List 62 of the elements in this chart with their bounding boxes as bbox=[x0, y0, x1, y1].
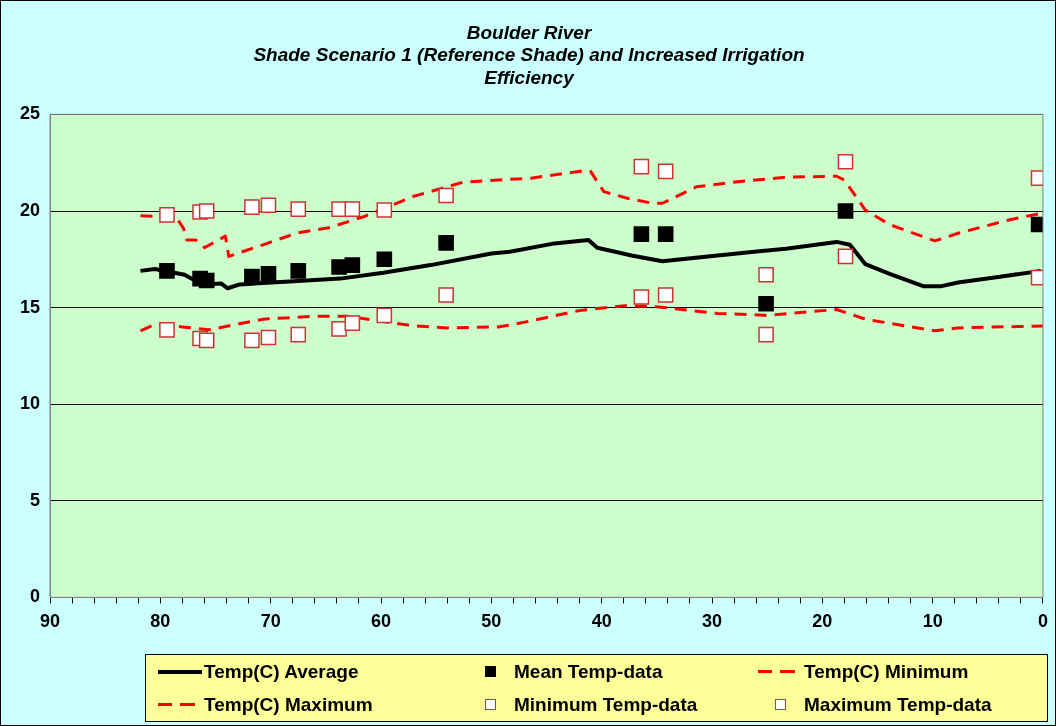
chart-title: Boulder River Shade Scenario 1 (Reference Shade) and Increased Irrigation Efficiency bbox=[253, 21, 805, 89]
x-tick-label: 50 bbox=[481, 611, 502, 632]
point bbox=[633, 226, 650, 243]
y-tick-label: 10 bbox=[19, 393, 41, 414]
point bbox=[290, 263, 307, 279]
point bbox=[344, 201, 361, 217]
x-tick-label: 10 bbox=[922, 611, 943, 632]
x-tick-label: 0 bbox=[1037, 611, 1048, 632]
point bbox=[198, 272, 215, 289]
x-tick-label: 30 bbox=[701, 611, 723, 632]
point bbox=[159, 322, 175, 338]
legend-label: Minimum Temp-data bbox=[514, 693, 698, 716]
point bbox=[290, 326, 307, 343]
y-tick-label: 25 bbox=[19, 103, 41, 124]
x-tick-label: 20 bbox=[812, 611, 833, 632]
point bbox=[159, 263, 175, 279]
y-tick-label: 0 bbox=[30, 586, 41, 607]
point bbox=[758, 266, 774, 283]
point bbox=[331, 259, 347, 275]
point bbox=[837, 203, 854, 219]
x-tick-label: 90 bbox=[40, 611, 61, 632]
point bbox=[438, 287, 454, 303]
point bbox=[657, 163, 674, 180]
point bbox=[290, 201, 307, 217]
legend-label: Temp(C) Maximum bbox=[204, 693, 373, 716]
legend-label: Mean Temp-data bbox=[514, 660, 663, 683]
point bbox=[758, 295, 774, 312]
point bbox=[837, 248, 854, 265]
point bbox=[344, 257, 361, 273]
point bbox=[244, 332, 260, 349]
y-tick-label: 5 bbox=[30, 489, 41, 510]
point bbox=[438, 235, 454, 251]
point bbox=[633, 158, 650, 175]
point bbox=[331, 321, 347, 337]
point bbox=[260, 329, 277, 346]
point bbox=[438, 187, 454, 204]
point bbox=[198, 332, 215, 349]
x-tick-label: 80 bbox=[150, 611, 171, 632]
legend-label: Temp(C) Minimum bbox=[804, 660, 969, 683]
point bbox=[198, 203, 215, 219]
point bbox=[244, 199, 260, 215]
point bbox=[344, 315, 361, 331]
x-tick-label: 70 bbox=[260, 611, 281, 632]
point bbox=[376, 307, 393, 324]
point bbox=[159, 207, 175, 223]
legend-label: Maximum Temp-data bbox=[804, 693, 992, 716]
point bbox=[837, 153, 854, 170]
x-tick-label: 40 bbox=[591, 611, 612, 632]
point bbox=[758, 326, 774, 343]
point bbox=[331, 201, 347, 217]
legend-label: Temp(C) Average bbox=[204, 660, 359, 683]
point bbox=[657, 287, 674, 303]
point bbox=[633, 289, 650, 305]
point bbox=[657, 226, 674, 243]
point bbox=[376, 251, 393, 268]
y-tick-label: 15 bbox=[19, 296, 41, 317]
point bbox=[376, 202, 393, 218]
point bbox=[260, 197, 277, 214]
y-tick-label: 20 bbox=[19, 199, 41, 220]
x-tick-label: 60 bbox=[371, 611, 392, 632]
point bbox=[260, 265, 277, 282]
point bbox=[244, 268, 260, 285]
